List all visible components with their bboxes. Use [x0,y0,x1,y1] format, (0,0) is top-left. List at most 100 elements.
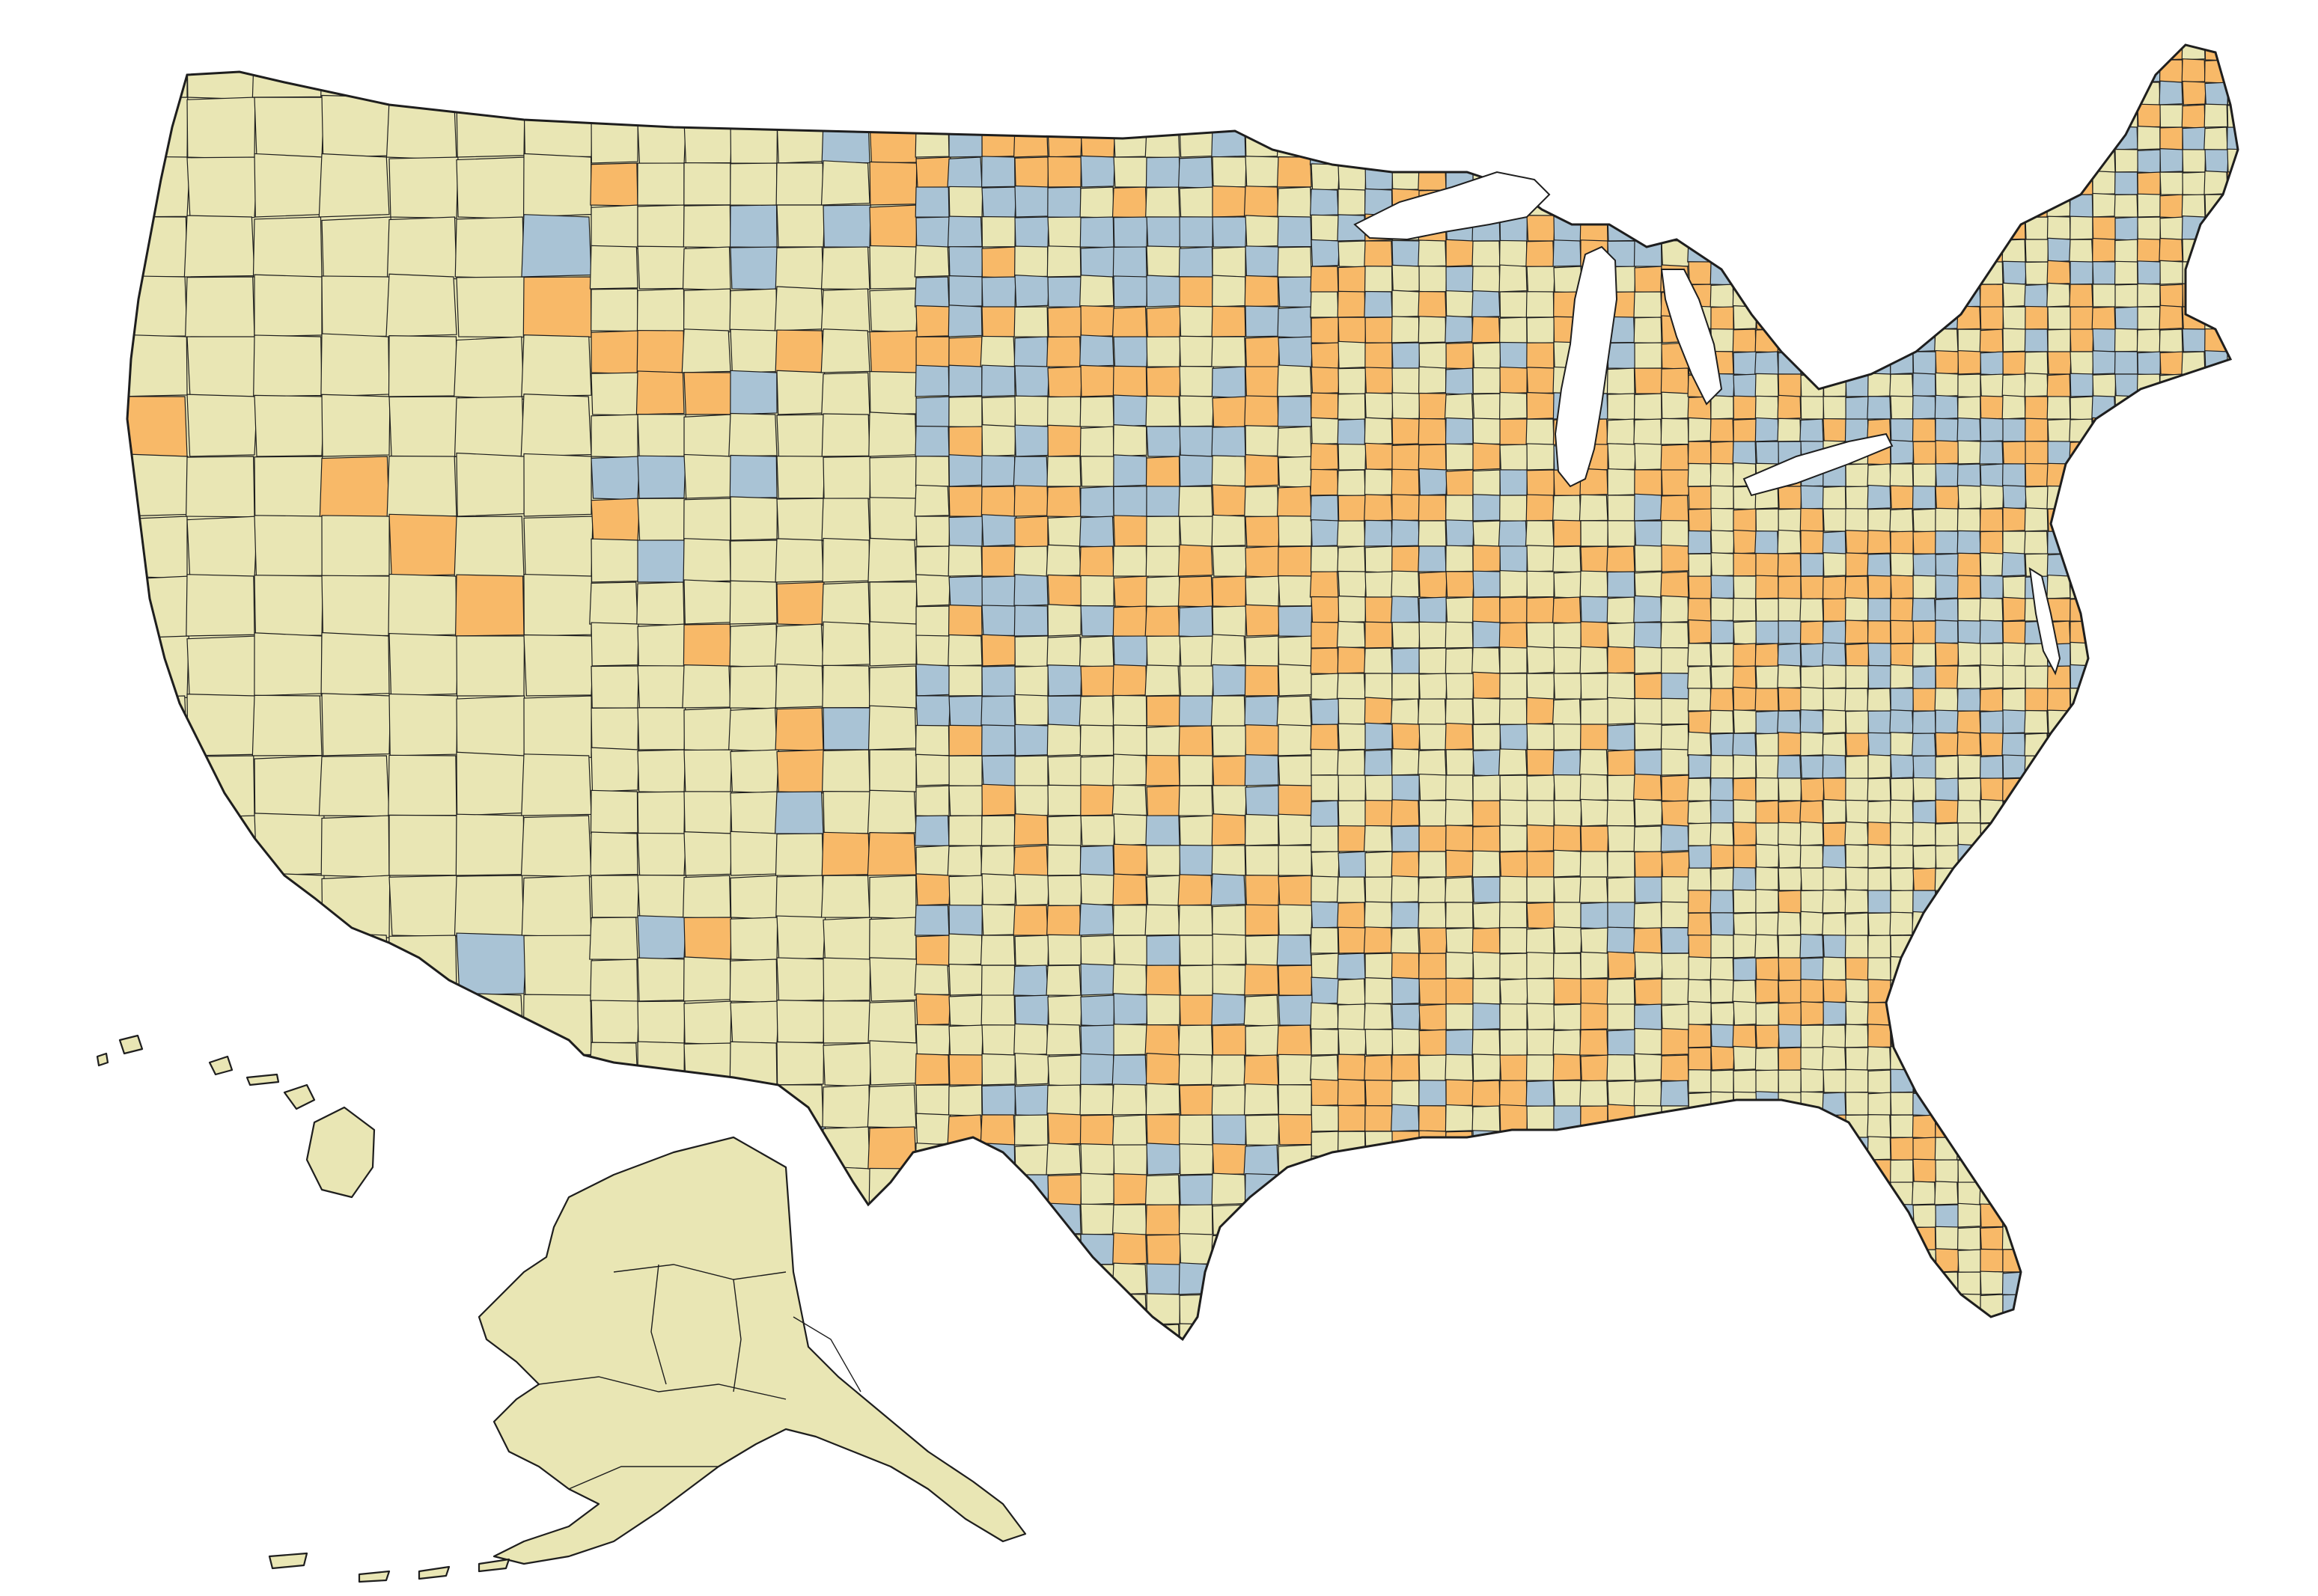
county-cell [981,306,1016,337]
county-cell [1390,698,1420,727]
county-cell [2114,216,2138,241]
county-cell [1778,1271,1802,1295]
county-cell [2047,1047,2072,1071]
county-cell [2181,979,2206,1003]
county-cell [2070,396,2093,421]
county-cell [1179,365,1214,397]
county-cell [1634,1027,1662,1056]
county-cell [1661,927,1690,954]
county-cell [1778,239,1802,263]
county-cell [2182,553,2206,577]
county-cell [981,364,1016,397]
county-cell [729,288,778,333]
county-cell [1014,635,1049,667]
county-cell [1079,97,1114,129]
county-cell [2091,485,2116,510]
county-cell [1890,1159,1914,1183]
county-cell [1364,240,1393,267]
county-cell [948,246,983,278]
county-cell [1710,597,1734,622]
county-cell [1552,825,1582,852]
county-cell [1890,732,1914,756]
county-cell [1800,126,1825,150]
county-cell [1525,1054,1555,1081]
county-cell [1276,96,1312,128]
county-cell [1979,755,2004,780]
county-cell [981,1174,1017,1206]
county-cell [1047,424,1082,457]
county-cell [1212,1114,1247,1146]
county-cell [1688,45,1712,61]
county-cell [1823,688,1846,712]
county-cell [2204,843,2228,869]
county-cell [1800,777,1825,802]
county-cell [1212,545,1248,578]
county-cell [1310,1002,1339,1030]
county-cell [1890,822,1914,846]
county-cell [1391,902,1420,929]
county-cell [867,537,917,583]
county-cell [1472,1002,1501,1030]
county-cell [1733,171,1757,195]
county-cell [981,873,1016,906]
county-cell [1980,1316,2004,1339]
county-cell [2025,239,2049,263]
county-cell [321,94,391,158]
county-cell [1525,520,1555,547]
county-cell [2069,845,2093,869]
county-cell [868,412,917,457]
lake-michigan [1554,245,1618,488]
county-cell [1607,61,1636,89]
county-cell [1800,103,1824,128]
county-cell [127,1231,190,1295]
county-cell [1778,1047,1802,1071]
county-cell [1080,935,1115,967]
county-cell [1013,1324,1049,1339]
county-cell [776,957,826,1002]
county-cell [1499,291,1528,318]
county-cell [1278,724,1312,756]
county-cell [2001,45,2026,61]
county-cell [1660,1180,1689,1208]
county-cell [947,95,983,128]
county-cell [2136,485,2161,510]
county-cell [1867,463,1891,488]
county-cell [1245,724,1280,756]
county-cell [1418,366,1447,394]
county-cell [2114,1249,2139,1274]
county-cell [2069,1113,2093,1138]
county-cell [1710,1069,1734,1094]
county-cell [1633,595,1662,623]
county-cell [948,186,983,218]
county-cell [1710,1338,1735,1339]
county-cell [1499,545,1528,572]
county-cell [1391,1333,1421,1339]
county-cell [2091,306,2116,331]
county-cell [636,288,685,333]
county-cell [1391,723,1421,750]
county-cell [820,328,870,373]
county-cell [1755,777,1779,801]
county-cell [1688,261,1712,285]
county-cell [1244,964,1279,996]
county-cell [1553,876,1582,904]
county-cell [948,1054,983,1086]
county-cell [2092,845,2116,869]
county-cell [1889,82,1914,106]
county-cell [2226,1137,2238,1161]
county-cell [1113,813,1149,846]
county-cell [1391,1180,1421,1208]
county-cell [1364,799,1393,827]
county-cell [1046,336,1082,368]
county-cell [1553,1207,1582,1235]
county-cell [1444,1309,1474,1336]
county-cell [1113,724,1147,756]
county-cell [1337,290,1366,318]
county-cell [1364,1207,1393,1235]
county-cell [1553,113,1582,141]
county-cell [2182,81,2206,106]
county-cell [1580,978,1608,1005]
county-cell [1823,1069,1847,1093]
county-cell [2136,238,2161,263]
county-cell [1934,598,1959,623]
